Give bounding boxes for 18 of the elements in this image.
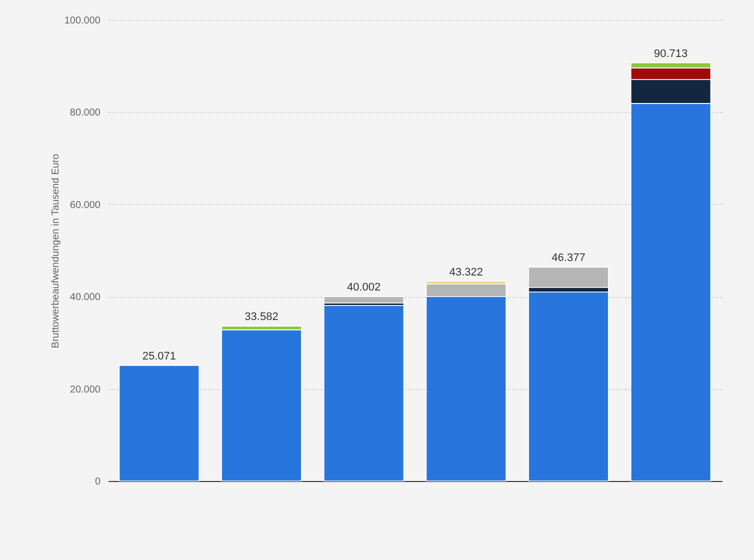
y-tick-label: 0 bbox=[94, 476, 101, 488]
total-label: 46.377 bbox=[552, 252, 586, 264]
y-tick-label: 40.000 bbox=[70, 292, 101, 304]
y-tick-label: 20.000 bbox=[70, 384, 101, 396]
bar bbox=[528, 292, 609, 482]
total-label: 25.071 bbox=[142, 350, 176, 362]
total-label: 33.582 bbox=[244, 311, 278, 324]
y-tick-label: 100.000 bbox=[64, 16, 101, 26]
bar bbox=[324, 296, 404, 304]
bar bbox=[324, 304, 404, 482]
total-label: 90.713 bbox=[654, 48, 688, 60]
y-tick-label: 80.000 bbox=[70, 108, 101, 119]
bar bbox=[221, 329, 302, 482]
y-axis-title: Bruttowerbeaufwendungen in Tausend Euro bbox=[50, 153, 62, 348]
y-tick-label: 60.000 bbox=[70, 200, 101, 211]
total-label: 43.322 bbox=[449, 266, 483, 278]
total-label: 40.002 bbox=[347, 282, 381, 294]
bar bbox=[118, 365, 200, 482]
